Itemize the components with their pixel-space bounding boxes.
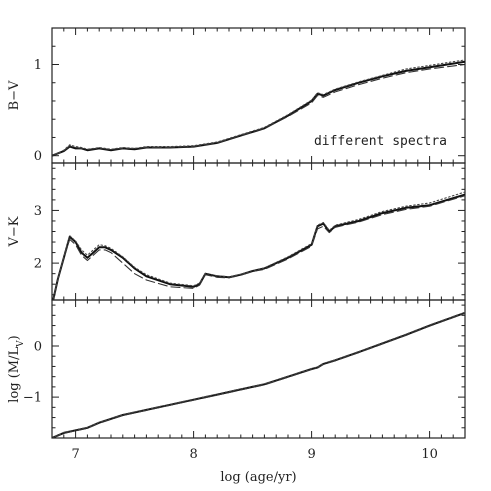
- x-tick-label: 8: [189, 447, 197, 462]
- series-line-vk-dashed: [52, 195, 465, 300]
- series-line-ml-dotted: [52, 311, 465, 438]
- y-tick-label: −1: [23, 391, 42, 406]
- series-line-bv-dashed: [52, 63, 465, 157]
- panel-annotation: different spectra: [314, 134, 447, 149]
- y-axis-title-vk: V−K: [7, 216, 22, 247]
- series-group-vk: [52, 191, 465, 300]
- y-axis-title-bv: B−V: [7, 80, 22, 110]
- panel-frame-vk: [51, 162, 466, 301]
- y-tick-label: 0: [34, 340, 42, 355]
- y-axis-title-text: log (M/L: [7, 347, 22, 403]
- y-tick-label: 1: [34, 58, 42, 73]
- y-tick-label: 0: [34, 149, 42, 164]
- x-tick-label: 9: [307, 447, 315, 462]
- x-axis-title: log (age/yr): [220, 470, 296, 485]
- series-line-vk-solid: [52, 193, 465, 300]
- x-tick-label: 10: [421, 447, 438, 462]
- series-group-ml: [52, 311, 465, 438]
- series-line-vk-dotted: [52, 191, 465, 300]
- y-tick-label: 3: [34, 204, 42, 219]
- series-line-ml-dashed: [52, 312, 465, 438]
- panel-frame-ml: [51, 299, 466, 439]
- y-axis-title-ml: log (M/LV): [7, 335, 26, 402]
- series-line-ml-solid: [52, 311, 465, 438]
- y-tick-label: 2: [34, 257, 42, 272]
- series-group-bv: [52, 59, 465, 157]
- y-axis-title-subscript: V: [16, 340, 26, 348]
- y-axis-title-close: ): [7, 335, 22, 340]
- x-tick-label: 7: [71, 447, 79, 462]
